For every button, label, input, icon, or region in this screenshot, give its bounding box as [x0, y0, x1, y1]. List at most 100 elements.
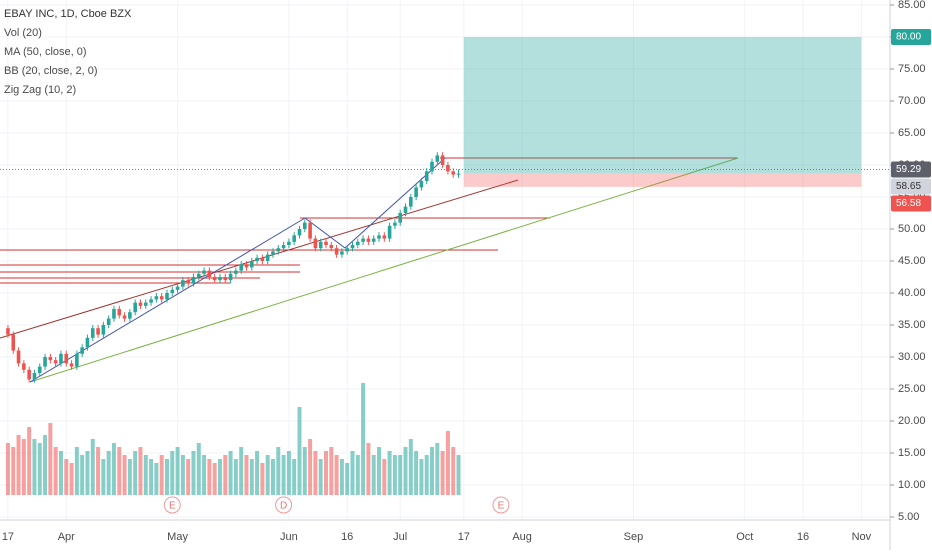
candle-body [424, 171, 429, 181]
x-tick-label: Sep [624, 531, 644, 543]
volume-bar [313, 451, 318, 495]
volume-bar [180, 455, 185, 495]
volume-bar [207, 459, 212, 495]
trend-line [29, 157, 739, 383]
candle-body [276, 248, 281, 252]
x-tick-label: Oct [736, 531, 753, 543]
candle-body [90, 328, 95, 338]
volume-bar [239, 447, 244, 495]
volume-bar [323, 451, 328, 495]
volume-bar [270, 459, 275, 495]
candle-body [430, 161, 434, 172]
candle-body [228, 273, 233, 281]
volume-bar [382, 459, 387, 495]
volume-bar [244, 455, 249, 495]
candle-body [27, 369, 31, 380]
candle-body [287, 241, 291, 245]
y-tick-label: 40.00 [898, 287, 926, 299]
candle-body [419, 180, 424, 188]
price-badge-label: 56.58 [896, 198, 921, 209]
indicator-label: BB (20, close, 2, 0) [4, 65, 98, 77]
candle-body [112, 308, 116, 319]
volume-bar [249, 459, 254, 495]
volume-bar [32, 439, 37, 495]
x-tick-label: Nov [852, 531, 872, 543]
volume-bar [175, 447, 180, 495]
candle-body [59, 353, 63, 364]
volume-bar [408, 439, 413, 495]
volume-bar [308, 439, 313, 495]
volume-bar [149, 459, 154, 495]
volume-bar [233, 459, 238, 495]
candle-body [191, 276, 196, 284]
volume-bar [318, 459, 323, 495]
volume-bar [27, 427, 32, 495]
candle-body [265, 254, 270, 261]
candle-body [377, 235, 381, 239]
y-tick-label: 45.00 [898, 255, 926, 267]
candle-body [456, 173, 461, 175]
volume-bar [339, 459, 344, 495]
price-badge-label: 59.29 [896, 164, 921, 175]
volume-bar [361, 383, 366, 495]
candle-body [16, 350, 21, 364]
volume-bar [398, 455, 403, 495]
volume-bar [334, 455, 339, 495]
volume-bar [143, 455, 148, 495]
candle-body [393, 222, 397, 226]
candle-body [64, 353, 69, 364]
legend: EBAY INC, 1D, Cboe BZX Vol (20) MA (50, c… [4, 8, 132, 96]
candle-body [165, 292, 169, 300]
volume-bar [292, 459, 297, 495]
candle-body [382, 235, 387, 239]
candle-body [223, 276, 228, 281]
volume-bar [53, 447, 58, 495]
candle-body [414, 187, 418, 197]
x-tick-label: 17 [2, 531, 14, 543]
candle-body [260, 257, 265, 261]
candle-body [403, 206, 408, 213]
volume-bar [345, 463, 350, 495]
candle-body [361, 238, 365, 242]
candle-body [271, 251, 275, 255]
volume-bar [297, 407, 302, 495]
x-tick-label: Jul [393, 531, 407, 543]
y-tick-label: 25.00 [898, 383, 926, 395]
candle-body [48, 356, 53, 361]
volume-bar [212, 463, 217, 495]
y-tick-label: 5.00 [898, 511, 919, 523]
volume-bar [111, 443, 116, 495]
price-badge [891, 161, 931, 178]
volume-bar [196, 443, 201, 495]
y-tick-label: 70.00 [898, 95, 926, 107]
volume-bar [127, 459, 132, 495]
volume-bar [302, 447, 307, 495]
volume-bar [329, 447, 334, 495]
x-tick-label: Aug [512, 531, 532, 543]
volume-bar [255, 451, 260, 495]
candle-body [75, 353, 79, 367]
candle-body [133, 302, 137, 313]
volume-bar [43, 435, 48, 495]
volume-bar [414, 451, 419, 495]
candle-body [356, 241, 360, 245]
x-tick-label: 16 [797, 531, 809, 543]
candle-body [350, 244, 355, 249]
volume-bar [435, 443, 440, 495]
candle-body [85, 337, 90, 348]
candle-body [239, 264, 243, 271]
y-tick-label: 10.00 [898, 479, 926, 491]
volume-bar [159, 455, 164, 495]
event-marker [163, 496, 181, 514]
indicator-label: Zig Zag (10, 2) [4, 84, 76, 96]
volume-bar [133, 451, 138, 495]
candle-body [128, 312, 132, 319]
candle-body [69, 363, 74, 367]
volume-bar [377, 447, 382, 495]
candle-body [170, 289, 175, 293]
candle-body [181, 280, 185, 287]
chart-title: EBAY INC, 1D, Cboe BZX [4, 8, 132, 20]
volume-bar [430, 447, 435, 495]
candle-body [255, 257, 259, 261]
